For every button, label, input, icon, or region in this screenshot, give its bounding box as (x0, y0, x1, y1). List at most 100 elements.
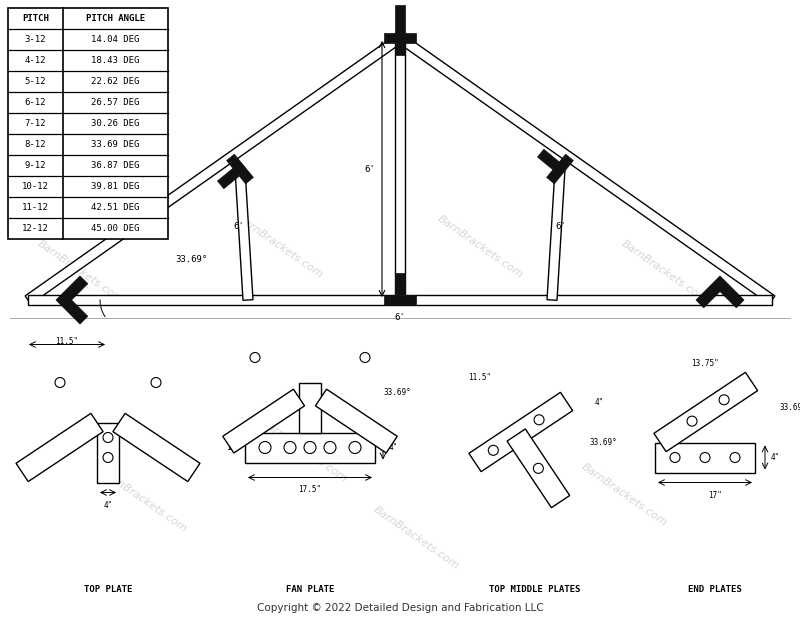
Text: TOP PLATE: TOP PLATE (84, 585, 132, 595)
Text: 14.04 DEG: 14.04 DEG (91, 35, 140, 44)
Polygon shape (384, 33, 416, 43)
Circle shape (55, 378, 65, 387)
Polygon shape (654, 372, 758, 452)
Polygon shape (226, 154, 254, 184)
Text: 4": 4" (389, 443, 398, 452)
Circle shape (103, 433, 113, 442)
Text: 33.69°: 33.69° (175, 255, 207, 265)
Bar (8, 8, 168, 239)
Text: BarnBrackets.com: BarnBrackets.com (579, 461, 669, 528)
Text: 17": 17" (708, 491, 722, 499)
Text: END PLATES: END PLATES (688, 585, 742, 595)
Text: 5-12: 5-12 (25, 77, 46, 86)
Text: 26.57 DEG: 26.57 DEG (91, 98, 140, 107)
Text: BarnBrackets.com: BarnBrackets.com (435, 214, 525, 281)
Text: 39.81 DEG: 39.81 DEG (91, 182, 140, 191)
Text: 11.5": 11.5" (469, 373, 491, 383)
Text: 6-12: 6-12 (25, 98, 46, 107)
Text: TOP MIDDLE PLATES: TOP MIDDLE PLATES (490, 585, 581, 595)
Polygon shape (546, 154, 574, 184)
Text: 22.62 DEG: 22.62 DEG (91, 77, 140, 86)
Text: 45.00 DEG: 45.00 DEG (91, 224, 140, 233)
Circle shape (534, 415, 544, 425)
Circle shape (730, 452, 740, 462)
Polygon shape (113, 413, 200, 481)
Text: 8-12: 8-12 (25, 140, 46, 149)
Text: 13": 13" (226, 443, 240, 452)
Circle shape (151, 378, 161, 387)
Text: FAN PLATE: FAN PLATE (286, 585, 334, 595)
Circle shape (349, 441, 361, 454)
Circle shape (719, 395, 729, 405)
Circle shape (687, 416, 697, 426)
Polygon shape (245, 433, 375, 462)
Circle shape (670, 452, 680, 462)
Text: 33.69°: 33.69° (383, 388, 410, 397)
Text: 33.69°: 33.69° (780, 403, 800, 412)
Text: PITCH ANGLE: PITCH ANGLE (86, 14, 145, 23)
Polygon shape (56, 276, 88, 324)
Text: BarnBrackets.com: BarnBrackets.com (35, 239, 125, 305)
Text: 4-12: 4-12 (25, 56, 46, 65)
Circle shape (259, 441, 271, 454)
Circle shape (324, 441, 336, 454)
Polygon shape (16, 413, 103, 481)
Circle shape (304, 441, 316, 454)
Circle shape (700, 452, 710, 462)
Text: 9-12: 9-12 (25, 161, 46, 170)
Circle shape (534, 464, 543, 473)
Polygon shape (218, 168, 239, 188)
Text: 36.87 DEG: 36.87 DEG (91, 161, 140, 170)
Polygon shape (547, 169, 565, 300)
Polygon shape (397, 34, 775, 304)
Text: 30.26 DEG: 30.26 DEG (91, 119, 140, 128)
Polygon shape (25, 34, 403, 304)
Polygon shape (235, 169, 253, 300)
Polygon shape (696, 276, 744, 308)
Text: BarnBrackets.com: BarnBrackets.com (235, 214, 325, 281)
Polygon shape (507, 429, 570, 508)
Polygon shape (395, 38, 405, 300)
Text: 4": 4" (771, 453, 780, 462)
Circle shape (250, 352, 260, 363)
Polygon shape (395, 43, 405, 55)
Polygon shape (315, 389, 398, 453)
Polygon shape (299, 383, 321, 433)
Text: 4": 4" (595, 398, 604, 407)
Polygon shape (384, 295, 416, 305)
Text: BarnBrackets.com: BarnBrackets.com (99, 467, 189, 534)
Text: 11.5": 11.5" (55, 336, 78, 345)
Text: 6': 6' (365, 164, 375, 174)
Text: 10-12: 10-12 (22, 182, 49, 191)
Text: 33.69 DEG: 33.69 DEG (91, 140, 140, 149)
Polygon shape (395, 5, 405, 33)
Circle shape (488, 446, 498, 455)
Text: 6': 6' (556, 222, 566, 231)
Text: BarnBrackets.com: BarnBrackets.com (619, 239, 709, 305)
Circle shape (360, 352, 370, 363)
Polygon shape (97, 423, 119, 483)
Text: PITCH: PITCH (22, 14, 49, 23)
Text: 18.43 DEG: 18.43 DEG (91, 56, 140, 65)
Text: 11-12: 11-12 (22, 203, 49, 212)
Text: Copyright © 2022 Detailed Design and Fabrication LLC: Copyright © 2022 Detailed Design and Fab… (257, 603, 543, 613)
Polygon shape (469, 392, 573, 472)
Circle shape (284, 441, 296, 454)
Text: 17.5": 17.5" (298, 486, 322, 494)
Text: BarnBrackets.com: BarnBrackets.com (259, 418, 349, 485)
Circle shape (103, 452, 113, 462)
Polygon shape (395, 273, 405, 295)
Text: 6': 6' (234, 222, 244, 231)
Text: 13.75": 13.75" (691, 358, 719, 368)
Polygon shape (655, 442, 755, 473)
Text: BarnBrackets.com: BarnBrackets.com (371, 504, 461, 571)
Text: 3-12: 3-12 (25, 35, 46, 44)
Text: 7-12: 7-12 (25, 119, 46, 128)
Polygon shape (222, 389, 305, 453)
Text: 42.51 DEG: 42.51 DEG (91, 203, 140, 212)
Polygon shape (28, 295, 772, 305)
Polygon shape (538, 150, 559, 170)
Text: 12-12: 12-12 (22, 224, 49, 233)
Text: 33.69°: 33.69° (590, 438, 618, 447)
Text: 4": 4" (103, 501, 113, 509)
